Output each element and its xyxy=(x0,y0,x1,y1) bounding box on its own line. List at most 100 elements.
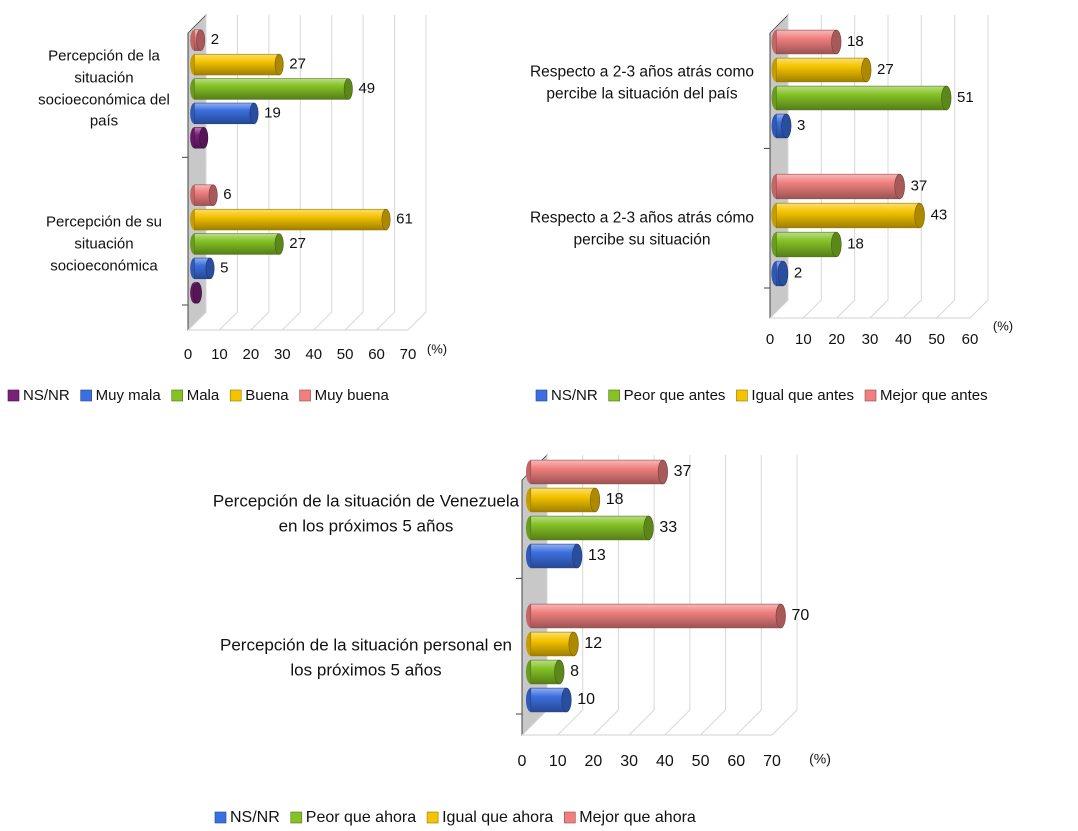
bar xyxy=(530,543,578,569)
legend-label: Mejor que antes xyxy=(880,387,988,404)
data-label: 27 xyxy=(289,56,306,73)
bar-cap xyxy=(274,53,284,76)
bar-cap xyxy=(643,515,654,541)
x-axis-title: (%) xyxy=(993,318,1013,333)
x-tick-label: 0 xyxy=(766,331,774,348)
bar xyxy=(775,57,867,83)
legend-swatch xyxy=(214,811,227,824)
bar-cap xyxy=(343,78,353,100)
category-label: Respecto a 2-3 años atrás cómo percibe s… xyxy=(529,209,754,249)
grid-line xyxy=(700,455,727,736)
x-tick-label: 20 xyxy=(828,331,845,348)
category-label: Percepción de la situación socioeconómic… xyxy=(38,47,170,130)
grid-line xyxy=(376,15,396,331)
category-label: Percepción de la situación de Venezuela … xyxy=(212,491,520,535)
bar-cap xyxy=(914,202,925,229)
grid-line xyxy=(735,455,762,736)
bar xyxy=(530,631,574,657)
grid-line xyxy=(250,15,270,331)
data-label: 61 xyxy=(396,211,413,228)
grid-line xyxy=(936,15,956,319)
legend-swatch xyxy=(608,389,620,402)
legend-label: NS/NR xyxy=(23,387,70,404)
x-axis-title: (%) xyxy=(809,751,831,767)
x-tick-label: 50 xyxy=(337,346,354,363)
x-tick-label: 40 xyxy=(305,346,322,363)
grid-line xyxy=(313,15,333,331)
grid-line xyxy=(969,15,989,319)
x-tick-label: 30 xyxy=(862,331,879,348)
legend-label: Igual que ahora xyxy=(442,809,553,826)
bar xyxy=(775,231,837,258)
bar-cap xyxy=(589,487,601,513)
bar xyxy=(530,459,664,485)
data-label: 2 xyxy=(794,264,802,281)
legend-label: Mala xyxy=(187,387,220,404)
legend-swatch xyxy=(7,389,20,402)
bar xyxy=(775,29,837,55)
bar xyxy=(775,85,947,111)
bar xyxy=(775,173,900,200)
data-label: 18 xyxy=(847,33,864,50)
grid-line xyxy=(344,15,364,331)
bar-cap xyxy=(831,29,842,55)
bar-cap xyxy=(568,631,579,657)
data-label: 70 xyxy=(792,607,810,624)
legend-label: Peor que ahora xyxy=(306,809,416,826)
bar-cap xyxy=(249,102,259,125)
legend-swatch xyxy=(229,389,242,402)
data-label: 2 xyxy=(211,31,219,48)
x-tick-label: 10 xyxy=(549,753,567,770)
bar-cap xyxy=(208,184,218,206)
legend-label: Mejor que ahora xyxy=(579,809,696,826)
x-tick-label: 60 xyxy=(368,346,385,363)
x-tick-label: 10 xyxy=(211,346,228,363)
bar xyxy=(530,603,782,629)
legend-label: Igual que antes xyxy=(751,387,854,404)
legend-swatch xyxy=(171,389,184,402)
bar-cap xyxy=(554,659,565,685)
data-label: 19 xyxy=(264,104,281,121)
grid-line xyxy=(664,455,691,736)
bar-cap xyxy=(205,257,215,280)
x-tick-label: 40 xyxy=(656,753,674,770)
data-label: 10 xyxy=(577,691,595,708)
legend-label: Peor que antes xyxy=(624,387,726,404)
x-tick-label: 60 xyxy=(727,753,745,770)
x-tick-label: 0 xyxy=(518,753,527,770)
grid-line xyxy=(628,455,655,736)
x-tick-label: 70 xyxy=(400,346,417,363)
legend-swatch xyxy=(535,389,548,402)
bar-cap xyxy=(657,459,668,485)
data-label: 37 xyxy=(911,177,928,194)
legend-swatch xyxy=(563,811,576,824)
category-label: Percepción de su situación socioeconómic… xyxy=(46,213,162,274)
grid-line xyxy=(407,15,427,331)
data-label: 37 xyxy=(674,463,692,480)
bar xyxy=(194,208,387,231)
bar-cap xyxy=(831,231,842,258)
x-tick-label: 0 xyxy=(184,346,192,363)
bar xyxy=(530,487,596,513)
x-tick-label: 60 xyxy=(962,331,979,348)
category-label: Respecto a 2-3 años atrás como percibe l… xyxy=(529,63,754,103)
grid-line xyxy=(771,455,798,736)
data-label: 3 xyxy=(797,117,805,134)
bar-cap xyxy=(381,208,391,231)
data-label: 51 xyxy=(957,89,974,106)
data-label: 43 xyxy=(931,206,948,223)
legend-swatch xyxy=(736,389,748,402)
legend-label: Muy buena xyxy=(315,387,390,404)
bar-cap xyxy=(775,603,786,629)
bar-cap xyxy=(561,687,572,713)
x-tick-label: 30 xyxy=(620,753,638,770)
legend-label: Buena xyxy=(245,387,289,404)
bar xyxy=(530,515,649,541)
grid-line xyxy=(902,15,922,319)
x-tick-label: 20 xyxy=(243,346,260,363)
x-tick-label: 50 xyxy=(928,331,945,348)
bar xyxy=(530,687,567,713)
bar-cap xyxy=(861,57,872,83)
bar-cap xyxy=(192,282,202,304)
